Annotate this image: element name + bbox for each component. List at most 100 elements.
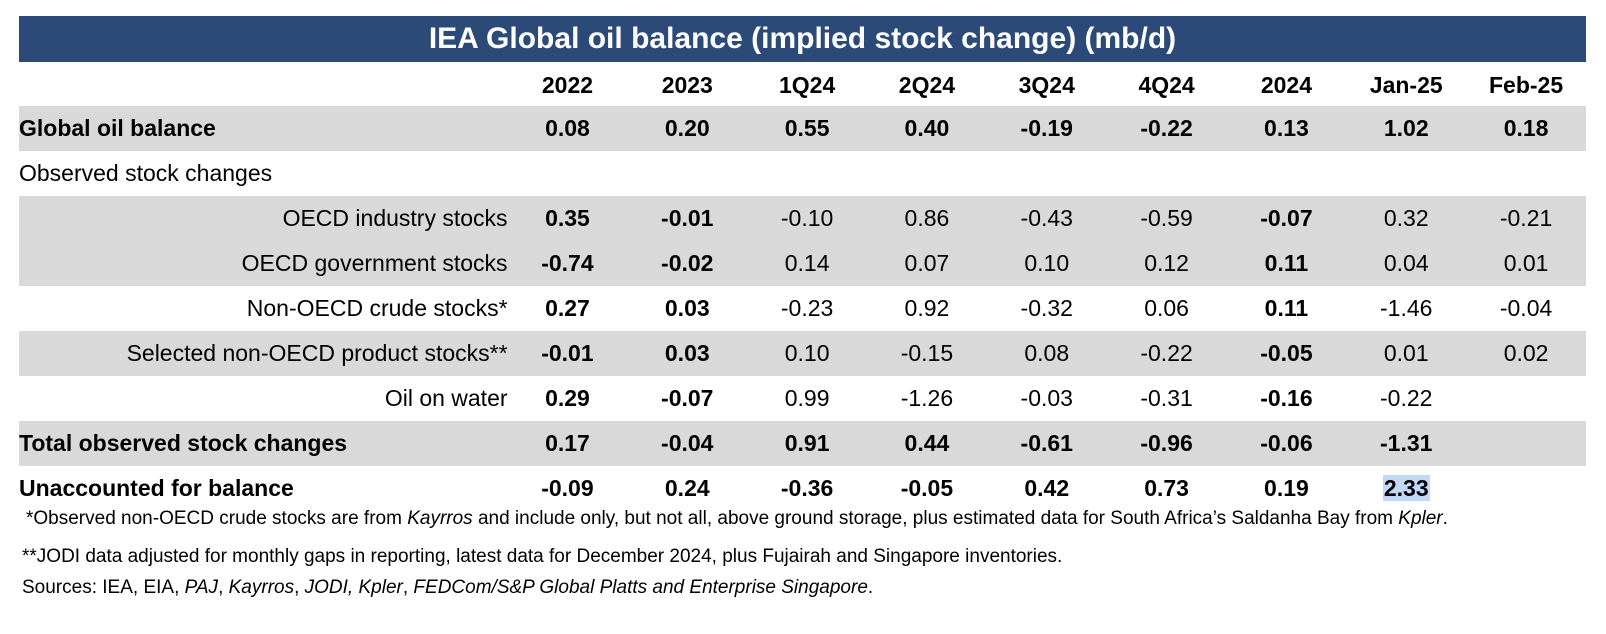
value-cell: 0.27 — [545, 295, 590, 321]
footnote-crude-stocks: *Observed non-OECD crude stocks are from… — [26, 508, 1448, 530]
sources-text: Sources: IEA, EIA, — [22, 577, 185, 598]
value-cell: -0.01 — [507, 331, 628, 376]
value-cell: -0.03 — [1020, 385, 1073, 411]
row-label: Total observed stock changes — [19, 421, 508, 466]
value-cell: -0.31 — [1140, 385, 1193, 411]
value-cell: 0.19 — [1264, 475, 1309, 501]
row-observed-stock-changes: Observed stock changes — [19, 151, 1586, 196]
row-label: OECD industry stocks — [19, 196, 508, 241]
value-cell: 0.40 — [867, 106, 987, 151]
row-total-observed-stock-changes: Total observed stock changes 0.17 -0.04 … — [19, 421, 1586, 466]
value-cell: 0.08 — [507, 106, 628, 151]
value-cell: -0.23 — [780, 295, 834, 321]
table-title: IEA Global oil balance (implied stock ch… — [19, 16, 1586, 62]
sources-text: , — [294, 577, 305, 598]
source-kayrros: Kayrros — [228, 577, 295, 598]
row-label: Non-OECD crude stocks* — [246, 295, 508, 321]
value-cell: -0.04 — [1499, 295, 1553, 321]
value-cell: -0.96 — [1106, 421, 1227, 466]
highlighted-value[interactable]: 2.33 — [1382, 475, 1430, 501]
value-cell: 0.99 — [784, 385, 830, 411]
value-cell: 0.20 — [627, 106, 748, 151]
source-enterprise-singapore: Enterprise Singapore — [689, 577, 868, 598]
value-cell: -0.09 — [541, 475, 594, 501]
column-header: 1Q24 — [778, 71, 836, 98]
value-cell: -0.59 — [1106, 196, 1227, 241]
value-cell: 0.29 — [545, 385, 590, 411]
row-non-oecd-product-stocks: Selected non-OECD product stocks** -0.01… — [19, 331, 1586, 376]
value-cell: 0.86 — [867, 196, 987, 241]
value-cell: 0.32 — [1346, 196, 1467, 241]
column-header: 4Q24 — [1138, 71, 1195, 98]
column-header: 3Q24 — [1018, 71, 1075, 98]
value-cell: -0.04 — [627, 421, 748, 466]
column-header: 2024 — [1260, 71, 1312, 98]
column-header: 2022 — [541, 71, 594, 98]
row-non-oecd-crude-stocks: Non-OECD crude stocks* 0.27 0.03 -0.23 0… — [19, 286, 1586, 331]
value-cell: 0.03 — [627, 331, 748, 376]
row-label: Oil on water — [384, 385, 508, 411]
header-label-cell — [19, 64, 508, 106]
value-cell: -1.26 — [900, 385, 954, 411]
value-cell: -0.15 — [867, 331, 987, 376]
value-cell: -0.22 — [1106, 106, 1227, 151]
row-global-oil-balance: Global oil balance 0.08 0.20 0.55 0.40 -… — [19, 106, 1586, 151]
value-cell: -0.05 — [1226, 331, 1347, 376]
value-cell: 0.92 — [904, 295, 950, 321]
source-jodi: JODI, — [304, 577, 359, 598]
row-label: OECD government stocks — [19, 241, 508, 286]
value-cell: 0.12 — [1106, 241, 1227, 286]
section-label: Observed stock changes — [19, 160, 273, 186]
sources-line: Sources: IEA, EIA, PAJ, Kayrros, JODI, K… — [22, 577, 873, 599]
value-cell: -0.32 — [1020, 295, 1073, 321]
value-cell: 0.11 — [1226, 241, 1347, 286]
footnote-text: . — [1442, 508, 1448, 529]
column-header: 2Q24 — [898, 71, 956, 98]
value-cell: 0.91 — [747, 421, 868, 466]
value-cell: 0.03 — [664, 295, 710, 321]
source-fedcom: FEDCom/S&P Global Platts and — [413, 577, 690, 598]
source-kpler: Kpler — [358, 577, 403, 598]
value-cell: 0.08 — [986, 331, 1107, 376]
footnote-text: *Observed non-OECD crude stocks are from — [26, 508, 408, 529]
value-cell: 0.01 — [1346, 331, 1467, 376]
value-cell: -0.05 — [900, 475, 954, 501]
row-oil-on-water: Oil on water 0.29 -0.07 0.99 -1.26 -0.03… — [19, 376, 1586, 421]
row-oecd-industry-stocks: OECD industry stocks 0.35 -0.01 -0.10 0.… — [19, 196, 1586, 241]
value-cell: 0.55 — [747, 106, 868, 151]
row-unaccounted-for-balance: Unaccounted for balance -0.09 0.24 -0.36… — [19, 466, 1586, 511]
value-cell: 0.42 — [1024, 475, 1070, 501]
value-cell: -0.06 — [1226, 421, 1347, 466]
value-cell: -0.10 — [747, 196, 868, 241]
column-header: Jan-25 — [1369, 71, 1443, 98]
value-cell: 0.11 — [1264, 295, 1309, 321]
row-label: Global oil balance — [19, 106, 508, 151]
value-cell: -0.43 — [986, 196, 1107, 241]
value-cell: -0.07 — [1226, 196, 1347, 241]
row-oecd-government-stocks: OECD government stocks -0.74 -0.02 0.14 … — [19, 241, 1586, 286]
footnote-source-kayrros: Kayrros — [407, 508, 473, 529]
value-cell: 0.18 — [1466, 106, 1586, 151]
footnote-text: and include only, but not all, above gro… — [472, 508, 1399, 529]
value-cell — [1466, 421, 1586, 466]
value-cell: -1.46 — [1380, 295, 1433, 321]
value-cell: -0.21 — [1466, 196, 1586, 241]
value-cell: -0.74 — [507, 241, 628, 286]
value-cell: -0.61 — [986, 421, 1107, 466]
value-cell: -0.16 — [1260, 385, 1313, 411]
value-cell: 0.06 — [1144, 295, 1189, 321]
value-cell: -0.07 — [661, 385, 714, 411]
source-paj: PAJ — [184, 577, 219, 598]
value-cell: 0.13 — [1226, 106, 1347, 151]
value-cell: 0.02 — [1466, 331, 1586, 376]
value-cell: 1.02 — [1346, 106, 1467, 151]
column-header: 2023 — [661, 71, 713, 98]
value-cell: 0.10 — [986, 241, 1107, 286]
value-cell: -0.19 — [986, 106, 1107, 151]
sources-text: , — [218, 577, 229, 598]
value-cell: 0.07 — [867, 241, 987, 286]
value-cell — [1466, 376, 1586, 421]
value-cell: -0.01 — [627, 196, 748, 241]
value-cell: 0.01 — [1466, 241, 1586, 286]
row-label: Unaccounted for balance — [19, 475, 294, 501]
